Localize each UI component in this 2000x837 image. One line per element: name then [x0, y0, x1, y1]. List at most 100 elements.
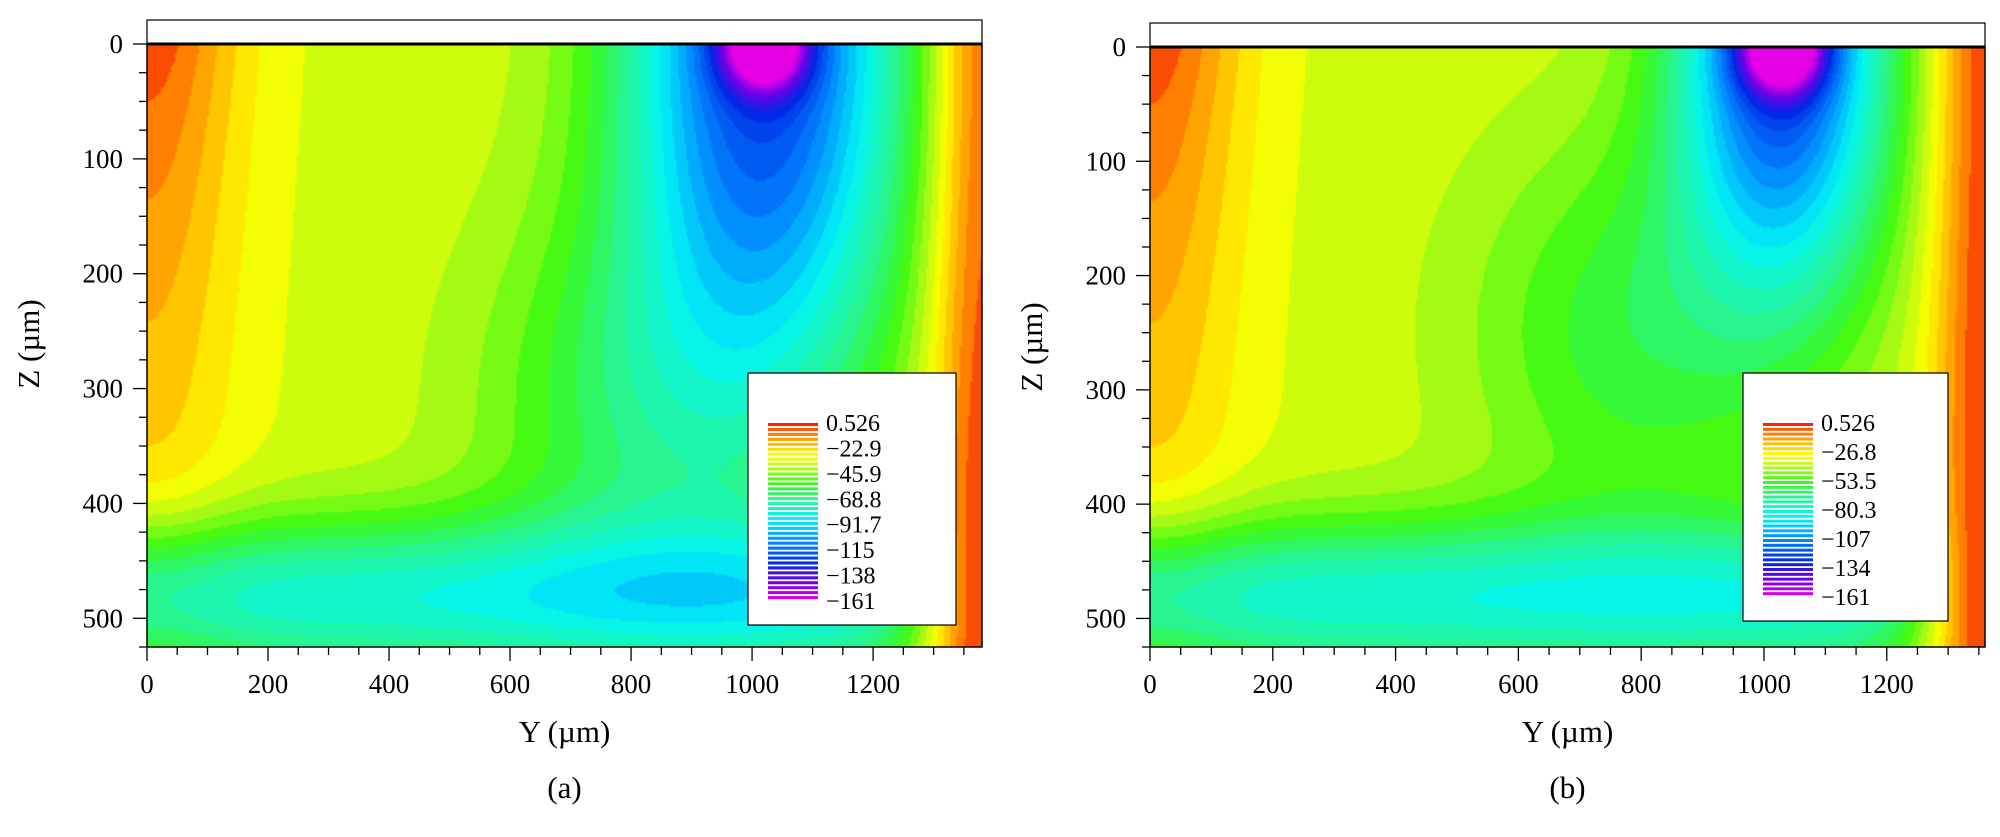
y-tick-label: 200 — [1086, 261, 1127, 291]
colorbar-swatch — [768, 576, 818, 580]
colorbar-label: −107 — [1821, 527, 1871, 553]
panel-0 — [146, 19, 983, 45]
colorbar-swatch — [1763, 442, 1813, 446]
top-band — [1149, 22, 1986, 48]
colorbar-swatch — [768, 457, 818, 461]
y-tick-label: 0 — [1113, 32, 1127, 62]
colorbar-swatch — [768, 502, 818, 506]
colorbar-swatch — [768, 432, 818, 436]
colorbar-swatch — [1763, 461, 1813, 465]
colorbar-swatch — [768, 447, 818, 451]
colorbar-swatch — [768, 467, 818, 471]
colorbar-swatch — [768, 556, 818, 560]
colorbar-swatch — [1763, 568, 1813, 571]
x-tick-label: 800 — [1621, 669, 1662, 699]
y-tick-label: 400 — [1086, 489, 1127, 519]
colorbar-swatch — [768, 442, 818, 446]
colorbar-swatch — [768, 462, 818, 466]
y-tick-label: 300 — [83, 374, 124, 404]
colorbar-swatch — [768, 437, 818, 441]
colorbar-swatch — [768, 507, 818, 511]
colorbar-swatch — [768, 487, 818, 491]
colorbar-swatch — [1763, 447, 1813, 451]
colorbar-swatch — [768, 546, 818, 550]
x-axis-title: Y (µm) — [1522, 714, 1614, 749]
colorbar-swatch — [1763, 437, 1813, 441]
colorbar-swatch — [1763, 505, 1813, 509]
x-tick-label: 1200 — [1860, 669, 1914, 699]
colorbar-swatch — [1763, 577, 1813, 581]
colorbar-swatch — [768, 482, 818, 486]
colorbar-label: −22.9 — [826, 436, 882, 462]
colorbar-swatch — [1763, 485, 1813, 489]
colorbar-swatch — [1763, 587, 1813, 591]
y-tick-label: 500 — [1086, 603, 1127, 633]
colorbar-label: −138 — [826, 564, 876, 590]
colorbar-swatch — [1763, 481, 1813, 484]
x-tick-label: 1000 — [725, 669, 779, 699]
colorbar-swatch — [1763, 510, 1813, 513]
colorbar-swatch — [1763, 456, 1813, 460]
legend-1: 0.526 −26.8 −53.5 −80.3 −107 −134 −161 — [1742, 372, 1949, 622]
colorbar-swatch — [1763, 543, 1813, 547]
colorbar-swatch — [1763, 452, 1813, 455]
colorbar-label: −53.5 — [1821, 469, 1877, 495]
y-tick-label: 300 — [1086, 375, 1127, 405]
top-band — [146, 19, 983, 45]
colorbar-swatch — [768, 536, 818, 540]
colorbar-swatch — [768, 452, 818, 456]
colorbar-swatch — [1763, 519, 1813, 523]
colorbar-label: −161 — [1821, 585, 1871, 611]
y-axis-title: Z (µm) — [11, 299, 46, 388]
colorbar-swatch — [768, 561, 818, 565]
panel-caption: (b) — [1549, 770, 1585, 805]
colorbar-swatch — [768, 566, 818, 570]
y-tick-label: 0 — [110, 29, 124, 59]
x-axis-title: Y (µm) — [519, 714, 611, 749]
colorbar-label: −134 — [1821, 556, 1871, 582]
colorbar-swatch — [768, 516, 818, 521]
colorbar-swatch — [1763, 524, 1813, 528]
colorbar-swatch — [1763, 432, 1813, 436]
y-tick-label: 100 — [1086, 146, 1127, 176]
panel-1 — [1149, 22, 1986, 48]
colorbar-swatch — [1763, 423, 1813, 426]
colorbar-swatch — [1763, 548, 1813, 552]
x-tick-label: 200 — [248, 669, 289, 699]
colorbar-swatch — [768, 497, 818, 501]
colorbar-label: −68.8 — [826, 487, 882, 513]
colorbar-label: 0.526 — [1821, 411, 1875, 437]
colorbar-label: 0.526 — [826, 411, 880, 437]
colorbar-swatch — [1763, 558, 1813, 562]
panel-caption: (a) — [547, 770, 581, 805]
y-tick-label: 500 — [83, 603, 124, 633]
colorbar-swatch — [768, 427, 818, 432]
colorbar-label: −161 — [826, 589, 876, 615]
colorbar-swatch — [768, 551, 818, 555]
x-tick-label: 1200 — [846, 669, 900, 699]
x-tick-label: 600 — [1498, 669, 1539, 699]
x-tick-label: 400 — [369, 669, 410, 699]
x-tick-label: 1000 — [1737, 669, 1791, 699]
colorbar-swatch — [1763, 572, 1813, 576]
x-tick-label: 0 — [1143, 669, 1157, 699]
x-tick-label: 600 — [490, 669, 531, 699]
colorbar-swatch — [1763, 495, 1813, 499]
colorbar-swatch — [1763, 529, 1813, 533]
colorbar-swatch — [768, 423, 818, 427]
colorbar-swatch — [768, 512, 818, 516]
colorbar-label: −115 — [826, 538, 875, 564]
x-tick-label: 0 — [140, 669, 154, 699]
colorbar-swatch — [768, 591, 818, 595]
x-tick-label: 200 — [1253, 669, 1294, 699]
colorbar-swatch — [768, 492, 818, 496]
colorbar-swatch — [1763, 563, 1813, 567]
y-tick-label: 100 — [83, 144, 124, 174]
colorbar-swatch — [1763, 534, 1813, 538]
colorbar-swatch — [1763, 466, 1813, 470]
colorbar-swatch — [1763, 592, 1813, 596]
axes-0: 0 200 400 600 800 1000 1200 0 100 200 300 400 500 Y (… — [11, 29, 965, 805]
colorbar-swatch — [768, 586, 818, 590]
colorbar-swatch — [1763, 471, 1813, 475]
